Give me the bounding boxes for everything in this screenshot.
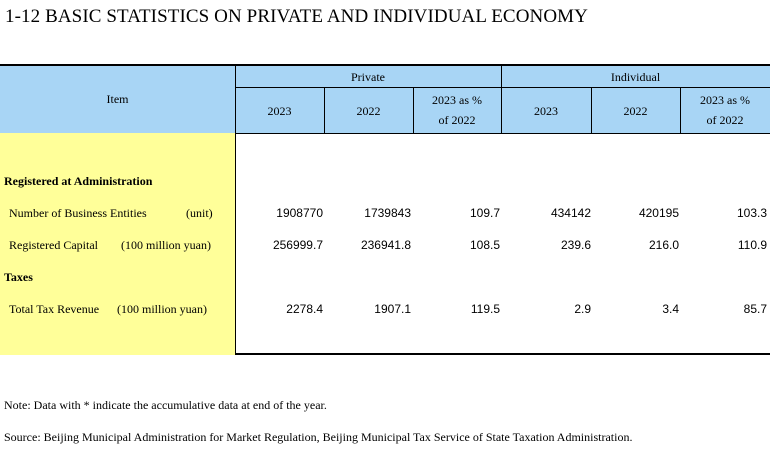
table-cell: 109.7 <box>469 206 500 220</box>
row-label-business-entities: Number of Business Entities <box>9 206 147 220</box>
header-private-pct: 2023 as % of 2022 <box>413 93 501 127</box>
statistics-table: Item Private Individual 2023 2022 2023 a… <box>0 64 770 355</box>
table-cell: 434142 <box>550 206 591 220</box>
header-private-2023: 2023 <box>267 104 292 118</box>
header-individual-pct: 2023 as % of 2022 <box>680 93 770 127</box>
table-cell: 1908770 <box>276 206 323 220</box>
header-pct-line1: 2023 as % <box>432 93 482 107</box>
table-cell: 239.6 <box>560 238 591 252</box>
table-cell: 119.5 <box>470 302 500 316</box>
table-cell: 256999.7 <box>272 238 323 252</box>
header-item: Item <box>106 92 129 106</box>
table-cell: 1739843 <box>364 206 411 220</box>
row-unit: (100 million yuan) <box>121 238 211 252</box>
row-section-registered: Registered at Administration <box>4 174 153 188</box>
row-unit: (unit) <box>186 206 213 220</box>
table-cell: 420195 <box>638 206 679 220</box>
table-cell: 236941.8 <box>360 238 411 252</box>
divider <box>324 87 325 133</box>
header-individual: Individual <box>610 70 661 84</box>
header-pct-line2: of 2022 <box>706 113 744 127</box>
divider <box>413 87 414 133</box>
table-cell: 110.9 <box>737 238 767 252</box>
item-column <box>0 133 236 355</box>
row-unit: (100 million yuan) <box>117 302 207 316</box>
table-cell: 2.9 <box>574 302 591 316</box>
header-private: Private <box>351 70 385 84</box>
row-label-total-tax-revenue: Total Tax Revenue <box>9 302 100 316</box>
header-private-2022: 2022 <box>356 104 381 118</box>
divider <box>501 66 502 133</box>
divider <box>680 87 681 133</box>
header-pct-line1: 2023 as % <box>700 93 750 107</box>
row-label-registered-capital: Registered Capital <box>9 238 98 252</box>
table-cell: 1907.1 <box>374 302 411 316</box>
table-cell: 216.0 <box>648 238 679 252</box>
table-cell: 85.7 <box>743 302 767 316</box>
table-cell: 2278.4 <box>286 302 323 316</box>
divider <box>235 66 236 133</box>
header-individual-2022: 2022 <box>623 104 648 118</box>
table-cell: 3.4 <box>662 302 679 316</box>
header-individual-2023: 2023 <box>534 104 558 118</box>
table-source: Source: Beijing Municipal Administration… <box>4 430 633 444</box>
divider <box>235 87 770 88</box>
row-section-taxes: Taxes <box>4 270 33 284</box>
table-cell: 103.3 <box>736 206 767 220</box>
header-pct-line2: of 2022 <box>438 113 476 127</box>
table-header <box>0 66 770 134</box>
page-title: 1-12 BASIC STATISTICS ON PRIVATE AND IND… <box>5 6 588 27</box>
table-note: Note: Data with * indicate the accumulat… <box>4 398 327 412</box>
divider <box>591 87 592 133</box>
table-cell: 108.5 <box>469 238 500 252</box>
